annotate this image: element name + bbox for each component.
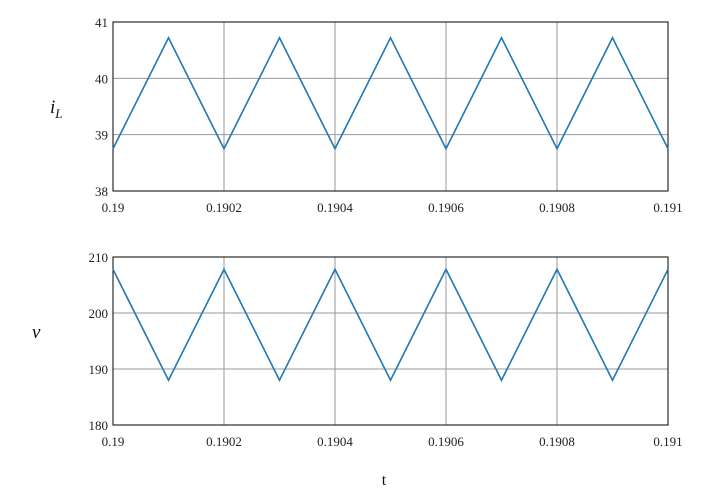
x-tick-label: 0.191 (653, 200, 682, 215)
series-v-line (112, 267, 669, 382)
x-tick-label: 0.1906 (428, 200, 464, 215)
y-ticks-v: 180 190 200 210 (89, 250, 109, 433)
y-ticks-il: 38 39 40 41 (95, 15, 108, 199)
x-tick-label: 0.1902 (206, 434, 242, 449)
y-tick-label: 41 (95, 15, 108, 30)
panel-v: 180 190 200 210 0.19 0.1902 0.1904 0.1906 0.190… (32, 250, 683, 449)
x-ticks-v: 0.19 0.1902 0.1904 0.1906 0.1908 0.191 (102, 434, 683, 449)
x-tick-label: 0.191 (653, 434, 682, 449)
y-axis-label-il-sub: L (54, 106, 62, 121)
x-tick-label: 0.1904 (317, 434, 353, 449)
grid-il (113, 22, 668, 191)
x-tick-label: 0.19 (102, 200, 125, 215)
y-tick-label: 210 (89, 250, 109, 265)
x-tick-label: 0.19 (102, 434, 125, 449)
y-tick-label: 38 (95, 184, 108, 199)
grid-v (113, 257, 668, 425)
y-tick-label: 200 (89, 306, 109, 321)
x-axis-label: t (382, 472, 387, 489)
y-axis-label-il: iL (50, 97, 63, 121)
x-tick-label: 0.1906 (428, 434, 464, 449)
x-tick-label: 0.1902 (206, 200, 242, 215)
y-tick-label: 39 (95, 128, 108, 143)
y-tick-label: 180 (89, 418, 109, 433)
x-tick-label: 0.1908 (539, 200, 575, 215)
plot-frame-il (112, 21, 669, 192)
y-tick-label: 190 (89, 362, 109, 377)
y-axis-label-il-main: i (50, 97, 55, 118)
plot-frame-v (112, 256, 669, 426)
x-ticks-il: 0.19 0.1902 0.1904 0.1906 0.1908 0.191 (102, 200, 683, 215)
series-il-line (112, 35, 669, 151)
x-tick-label: 0.1908 (539, 434, 575, 449)
y-axis-label-v: v (32, 322, 41, 343)
y-tick-label: 40 (95, 71, 108, 86)
x-tick-label: 0.1904 (317, 200, 353, 215)
